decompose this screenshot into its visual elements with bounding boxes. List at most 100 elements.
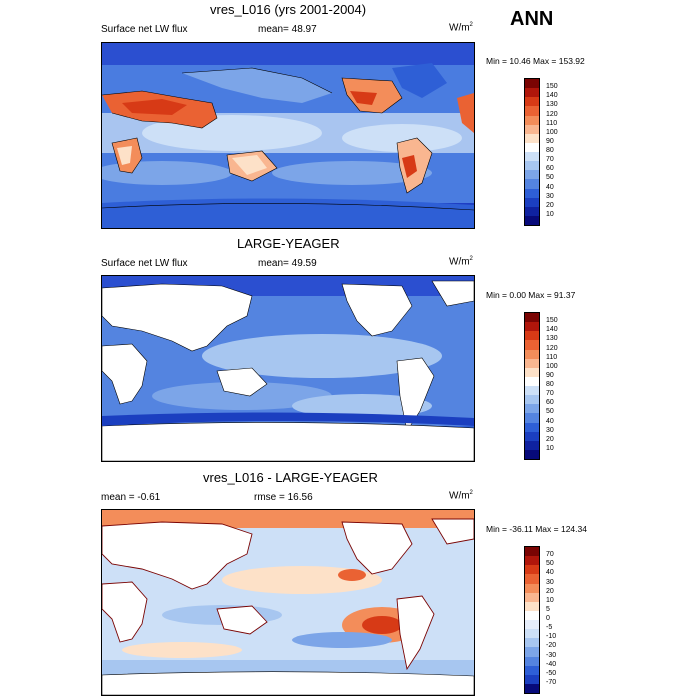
colorbar-level-label: 130 (546, 101, 558, 109)
colorbar-level-label: 70 (546, 390, 554, 398)
colorbar-swatch (525, 556, 539, 566)
colorbar-swatch (525, 395, 539, 405)
panel3-colorbar: 70 50 40 30 20 10 5 0 -5 -10 -20 -30 -40 -50 -70 (524, 546, 556, 694)
colorbar-level-label: 20 (546, 435, 554, 443)
colorbar-swatch (525, 188, 539, 198)
colorbar-level-label: 10 (546, 596, 554, 604)
panel2-map (101, 275, 475, 462)
panel2-mean-label: mean= 49.59 (258, 258, 317, 269)
colorbar-level-label: 10 (546, 210, 554, 218)
panel3-title: vres_L016 - LARGE-YEAGER (203, 470, 378, 485)
colorbar-swatch (525, 574, 539, 584)
colorbar-level-label: -5 (546, 624, 553, 632)
colorbar-level-label: 0 (546, 615, 550, 622)
panel2-minmax: Min = 0.00 Max = 91.37 (486, 290, 576, 300)
colorbar-swatch (525, 161, 539, 171)
panel1-units-label: W/m2 (449, 22, 473, 34)
colorbar-level-label: 80 (546, 147, 554, 154)
panel1-variable-label: Surface net LW flux (101, 24, 188, 35)
colorbar-level-label: 70 (546, 156, 554, 164)
panel1-title: vres_L016 (yrs 2001-2004) (210, 2, 367, 17)
colorbar-swatch (525, 115, 539, 125)
colorbar-swatch (525, 422, 539, 432)
colorbar-swatch (525, 565, 539, 575)
colorbar-level-label: 150 (546, 317, 558, 325)
colorbar-swatch (525, 170, 539, 180)
colorbar-level-label: 20 (546, 587, 554, 595)
colorbar-swatch (525, 547, 539, 557)
colorbar-swatch (525, 674, 539, 684)
panel2-colorbar: 150 140 130 120 110 100 90 80 70 60 50 40 30 20 10 (524, 312, 558, 460)
colorbar-level-label: 70 (546, 551, 554, 559)
colorbar-level-label: -30 (546, 651, 557, 659)
colorbar-swatch (525, 386, 539, 396)
colorbar-level-label: -70 (546, 678, 557, 686)
colorbar-level-label: 150 (546, 83, 558, 91)
colorbar-swatch (525, 665, 539, 675)
colorbar-level-label: 40 (546, 569, 554, 577)
colorbar-swatch (525, 629, 539, 639)
colorbar-level-label: 30 (546, 426, 554, 434)
colorbar-level-label: 30 (546, 578, 554, 586)
panel3-rmse-label: rmse = 16.56 (254, 492, 313, 503)
colorbar-level-label: -20 (546, 642, 557, 650)
panel1-colorbar: 150 140 130 120 110 100 90 80 70 60 50 40 30 20 10 (524, 78, 558, 226)
panel2-title: LARGE-YEAGER (237, 236, 340, 251)
colorbar-level-label: 30 (546, 192, 554, 200)
colorbar-swatch (525, 592, 539, 602)
colorbar-swatch (525, 331, 539, 341)
colorbar-level-label: 50 (546, 174, 554, 182)
colorbar-swatch (525, 656, 539, 666)
colorbar-swatch (525, 583, 539, 593)
panel3-minmax: Min = -36.11 Max = 124.34 (486, 524, 587, 534)
colorbar-level-label: 90 (546, 137, 554, 145)
colorbar-level-label: 120 (546, 344, 558, 352)
panel2-variable-label: Surface net LW flux (101, 258, 188, 269)
colorbar-swatch (525, 367, 539, 377)
colorbar-swatch (525, 404, 539, 414)
colorbar-level-label: 130 (546, 335, 558, 343)
colorbar-level-label: 80 (546, 381, 554, 388)
colorbar-swatch (525, 449, 539, 459)
colorbar-swatch (525, 376, 539, 386)
colorbar-level-label: 5 (546, 605, 550, 613)
colorbar-swatch (525, 106, 539, 116)
colorbar-level-label: 60 (546, 399, 554, 407)
colorbar-swatch (525, 133, 539, 143)
colorbar-swatch (525, 322, 539, 332)
colorbar-swatch (525, 610, 539, 620)
colorbar-level-label: -10 (546, 633, 557, 641)
colorbar-swatch (525, 620, 539, 630)
colorbar-swatch (525, 88, 539, 98)
colorbar-swatch (525, 358, 539, 368)
colorbar-level-label: 120 (546, 110, 558, 118)
colorbar-swatch (525, 215, 539, 225)
colorbar-level-label: 140 (546, 92, 558, 100)
colorbar-swatch (525, 683, 539, 693)
panel1-minmax: Min = 10.46 Max = 153.92 (486, 56, 585, 66)
colorbar-level-label: 40 (546, 417, 554, 425)
colorbar-swatch (525, 206, 539, 216)
colorbar-swatch (525, 313, 539, 323)
colorbar-level-label: -40 (546, 660, 557, 668)
colorbar-level-label: 10 (546, 444, 554, 452)
panel3-map (101, 509, 475, 696)
colorbar-level-label: 60 (546, 165, 554, 173)
panel3-units-label: W/m2 (449, 490, 473, 502)
colorbar-level-label: 100 (546, 128, 558, 136)
colorbar-swatch (525, 638, 539, 648)
colorbar-swatch (525, 179, 539, 189)
panel1-map (101, 42, 475, 229)
panel3-mean-label: mean = -0.61 (101, 492, 161, 503)
season-label: ANN (510, 8, 554, 30)
panel1-mean-label: mean= 48.97 (258, 24, 317, 35)
colorbar-swatch (525, 197, 539, 207)
panel2-units-label: W/m2 (449, 256, 473, 268)
colorbar-level-label: 110 (546, 353, 558, 361)
colorbar-level-label: 40 (546, 183, 554, 191)
colorbar-swatch (525, 152, 539, 162)
colorbar-swatch (525, 340, 539, 350)
colorbar-swatch (525, 349, 539, 359)
colorbar-swatch (525, 79, 539, 89)
colorbar-level-label: 90 (546, 371, 554, 379)
